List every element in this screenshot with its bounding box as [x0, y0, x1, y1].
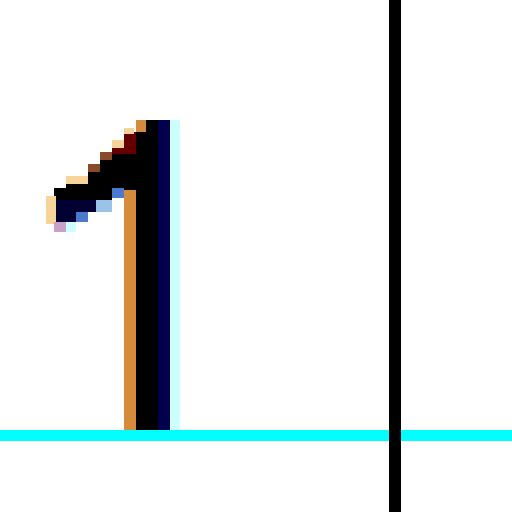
- baseline-guide: [0, 430, 512, 441]
- cap-edge: [136, 120, 146, 132]
- stem-highlight: [170, 120, 180, 430]
- flag-step-5-light: [66, 176, 88, 184]
- flag-tip-c: [54, 212, 76, 222]
- flag-step-3-light: [100, 152, 112, 160]
- flag-tip-b: [54, 200, 96, 212]
- vertical-cursor-guide: [389, 0, 401, 512]
- flag-step-1: [124, 132, 136, 142]
- stem-shadow: [158, 120, 170, 430]
- stem-edge-left: [124, 188, 136, 430]
- flag-tip-a: [54, 188, 112, 200]
- flag-under-light-blue: [96, 200, 112, 212]
- flag-step-1-light: [124, 128, 134, 134]
- flag-under-blue: [112, 188, 124, 198]
- flag-under-cyan: [66, 222, 76, 232]
- flag-under-blue-2: [76, 212, 88, 222]
- flag-step-4-light: [88, 164, 100, 172]
- flag-step-2-light: [112, 140, 124, 148]
- flag-tip-lavender: [54, 222, 66, 232]
- flag-tip-light: [46, 196, 56, 224]
- stem-main: [136, 120, 158, 430]
